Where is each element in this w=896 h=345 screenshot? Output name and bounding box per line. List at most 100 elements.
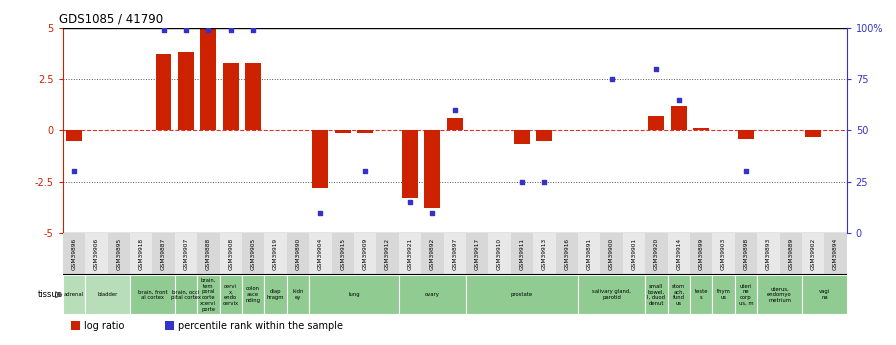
Bar (600, 28, 623, 233)
Bar (488, 233, 511, 274)
Text: GSM39902: GSM39902 (811, 237, 815, 270)
Point (403, 199, 418, 205)
Text: GSM39911: GSM39911 (520, 238, 524, 270)
Bar (649, 116, 664, 130)
Bar (242, 275, 264, 314)
Bar (645, 28, 668, 233)
Bar (645, 233, 668, 274)
Bar (511, 28, 533, 233)
Bar (511, 233, 533, 274)
Bar (130, 28, 152, 233)
Bar (690, 28, 712, 233)
Text: GSM39894: GSM39894 (833, 237, 838, 270)
Bar (376, 28, 399, 233)
Point (224, 27, 238, 32)
Bar (488, 28, 511, 233)
Bar (399, 28, 421, 233)
Bar (66, 130, 82, 141)
Bar (735, 233, 757, 274)
Bar (85, 233, 108, 274)
Text: GDS1085 / 41790: GDS1085 / 41790 (59, 12, 163, 25)
Text: GSM39895: GSM39895 (116, 237, 121, 270)
Bar (466, 275, 578, 314)
Bar (712, 275, 735, 314)
Bar (425, 130, 440, 208)
Bar (806, 130, 821, 137)
Bar (220, 28, 242, 233)
Bar (738, 130, 754, 139)
Text: GSM39920: GSM39920 (654, 237, 659, 270)
Text: thym
us: thym us (717, 289, 730, 300)
Bar (220, 275, 242, 314)
Text: GSM39912: GSM39912 (385, 238, 390, 270)
Text: brain,
tem
poral
corte
xcervi
porte: brain, tem poral corte xcervi porte (201, 278, 216, 312)
Bar (165, 321, 174, 330)
Text: ovary: ovary (425, 292, 440, 297)
Text: teste
s: teste s (694, 289, 708, 300)
Bar (201, 29, 216, 130)
Bar (645, 275, 668, 314)
Point (447, 107, 462, 112)
Bar (578, 233, 600, 274)
Text: GSM39921: GSM39921 (408, 238, 412, 270)
Point (201, 27, 216, 32)
Bar (287, 28, 309, 233)
Point (538, 179, 552, 185)
Bar (824, 233, 847, 274)
Text: GSM39919: GSM39919 (273, 238, 278, 270)
Text: GSM39892: GSM39892 (430, 237, 435, 270)
Text: GSM39918: GSM39918 (139, 238, 143, 270)
Point (426, 210, 440, 215)
Bar (578, 275, 645, 314)
Text: kidn
ey: kidn ey (292, 289, 304, 300)
Bar (354, 28, 376, 233)
Bar (802, 233, 824, 274)
Text: bladder: bladder (98, 292, 117, 297)
Bar (712, 233, 735, 274)
Bar (108, 28, 130, 233)
Text: GSM39916: GSM39916 (564, 238, 569, 270)
Bar (533, 233, 556, 274)
Point (672, 97, 686, 102)
Bar (514, 130, 530, 144)
Text: GSM39915: GSM39915 (340, 238, 345, 270)
Point (157, 27, 171, 32)
Text: small
bowel,
I, duod
denut: small bowel, I, duod denut (647, 284, 666, 306)
Bar (130, 233, 152, 274)
Text: GSM39905: GSM39905 (251, 237, 255, 270)
Bar (313, 130, 328, 188)
Bar (152, 28, 175, 233)
Text: GSM39914: GSM39914 (676, 238, 681, 270)
Bar (466, 28, 488, 233)
Bar (578, 28, 600, 233)
Bar (264, 28, 287, 233)
Text: prostate: prostate (511, 292, 533, 297)
Point (246, 27, 261, 32)
Bar (264, 275, 287, 314)
Text: adrenal: adrenal (64, 292, 84, 297)
Bar (63, 275, 85, 314)
Text: GSM39903: GSM39903 (721, 237, 726, 270)
Text: GSM39888: GSM39888 (206, 237, 211, 270)
Bar (402, 130, 418, 198)
Bar (780, 28, 802, 233)
Text: percentile rank within the sample: percentile rank within the sample (178, 321, 343, 331)
Text: colon
asce
nding: colon asce nding (246, 286, 261, 303)
Bar (309, 28, 332, 233)
Text: GSM39913: GSM39913 (542, 238, 547, 270)
Text: GSM39900: GSM39900 (609, 237, 614, 270)
Point (604, 76, 618, 82)
Bar (156, 54, 171, 130)
Text: GSM39907: GSM39907 (184, 237, 188, 270)
Text: GSM39910: GSM39910 (497, 238, 502, 270)
Bar (246, 62, 261, 130)
Text: GSM39917: GSM39917 (475, 238, 479, 270)
Bar (690, 233, 712, 274)
Bar (309, 233, 332, 274)
Text: GSM39893: GSM39893 (766, 237, 771, 270)
Bar (335, 130, 350, 133)
Bar (242, 28, 264, 233)
Bar (85, 28, 108, 233)
Bar (197, 28, 220, 233)
Point (514, 179, 529, 185)
